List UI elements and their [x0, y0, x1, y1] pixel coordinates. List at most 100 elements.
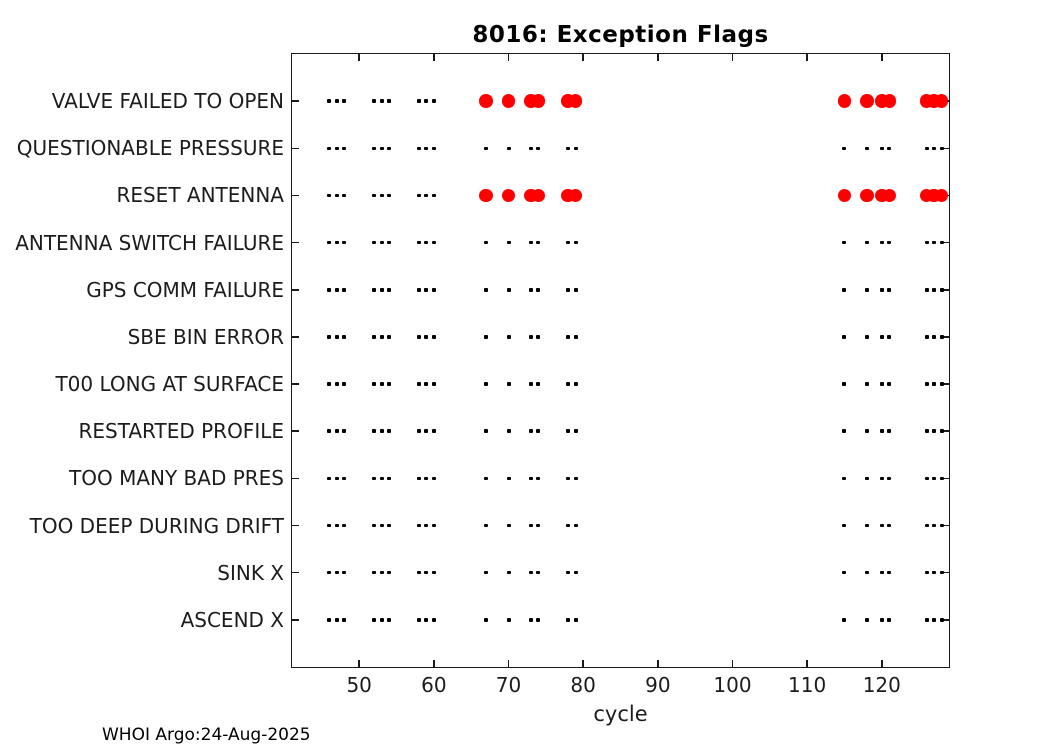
profile-dot — [387, 335, 392, 339]
profile-dot — [379, 429, 384, 433]
profile-dot — [416, 523, 421, 528]
profile-dot — [334, 146, 339, 151]
profile-dot — [528, 288, 533, 292]
profile-dot — [424, 618, 429, 622]
flag-dot — [860, 94, 874, 108]
profile-dot — [342, 429, 347, 433]
y-tick-right — [942, 477, 949, 480]
y-tick — [292, 619, 299, 621]
profile-dot — [566, 335, 571, 339]
profile-dot — [484, 288, 489, 292]
profile-dot — [416, 429, 421, 433]
x-tick — [358, 660, 360, 667]
profile-dot — [342, 146, 347, 151]
profile-dot — [342, 570, 347, 575]
flag-dot — [568, 188, 583, 203]
profile-dot — [566, 618, 571, 622]
category-label: TOO MANY BAD PRES — [69, 466, 284, 491]
x-tick — [657, 660, 659, 667]
profile-dot — [342, 618, 347, 622]
profile-dot — [879, 146, 884, 151]
profile-dot — [528, 240, 533, 245]
profile-dot — [379, 240, 384, 245]
flag-dot — [934, 188, 949, 203]
profile-dot — [924, 523, 929, 528]
profile-dot — [484, 429, 489, 433]
profile-dot — [387, 382, 392, 386]
profile-dot — [887, 146, 892, 151]
profile-dot — [879, 523, 884, 528]
profile-dot — [536, 523, 541, 528]
profile-dot — [431, 382, 436, 386]
profile-dot — [528, 476, 533, 481]
profile-dot — [864, 476, 869, 481]
chart-title: 8016: Exception Flags — [472, 22, 769, 48]
profile-dot — [334, 382, 339, 386]
profile-dot — [506, 335, 511, 339]
profile-dot — [327, 193, 332, 198]
x-tick-label: 80 — [570, 673, 596, 697]
profile-dot — [932, 618, 937, 622]
profile-dot — [372, 146, 377, 151]
profile-dot — [573, 240, 578, 245]
x-tick-top — [657, 54, 659, 61]
profile-dot — [484, 523, 489, 528]
profile-dot — [342, 193, 347, 198]
profile-dot — [887, 476, 892, 481]
flag-dot — [882, 94, 897, 108]
profile-dot — [506, 288, 511, 292]
profile-dot — [566, 288, 571, 292]
profile-dot — [431, 193, 436, 198]
x-tick-label: 90 — [645, 673, 671, 697]
profile-dot — [431, 146, 436, 151]
profile-dot — [387, 618, 392, 622]
profile-dot — [566, 523, 571, 528]
profile-dot — [372, 335, 377, 339]
profile-dot — [484, 476, 489, 481]
y-tick-right — [942, 524, 949, 527]
profile-dot — [566, 240, 571, 245]
profile-dot — [484, 570, 489, 575]
profile-dot — [864, 429, 869, 433]
flag-dot — [501, 94, 516, 108]
profile-dot — [939, 429, 944, 433]
profile-dot — [484, 618, 489, 622]
profile-dot — [924, 146, 929, 151]
profile-dot — [379, 618, 384, 622]
profile-dot — [372, 618, 377, 622]
y-tick-right — [942, 619, 949, 621]
profile-dot — [842, 335, 847, 339]
category-label: SINK X — [217, 560, 284, 585]
profile-dot — [528, 618, 533, 622]
profile-dot — [879, 476, 884, 481]
x-tick-label: 110 — [788, 673, 827, 697]
profile-dot — [334, 335, 339, 339]
profile-dot — [416, 288, 421, 292]
profile-dot — [879, 570, 884, 575]
plot-border — [291, 53, 950, 668]
profile-dot — [887, 382, 892, 386]
profile-dot — [939, 288, 944, 292]
profile-dot — [334, 288, 339, 292]
profile-dot — [528, 146, 533, 151]
y-tick-right — [942, 430, 949, 432]
profile-dot — [842, 382, 847, 386]
x-tick-top — [582, 54, 584, 61]
y-tick — [292, 336, 299, 338]
x-tick — [881, 660, 883, 667]
x-tick-top — [358, 54, 360, 61]
profile-dot — [887, 335, 892, 339]
profile-dot — [879, 335, 884, 339]
y-tick — [292, 194, 299, 197]
category-label: ASCEND X — [180, 607, 284, 632]
profile-dot — [387, 193, 392, 198]
profile-dot — [566, 429, 571, 433]
x-tick-top — [731, 54, 734, 61]
x-tick-label: 60 — [421, 673, 447, 697]
profile-dot — [416, 618, 421, 622]
profile-dot — [864, 240, 869, 245]
category-label: VALVE FAILED TO OPEN — [51, 89, 284, 114]
profile-dot — [506, 429, 511, 433]
profile-dot — [334, 570, 339, 575]
profile-dot — [887, 240, 892, 245]
